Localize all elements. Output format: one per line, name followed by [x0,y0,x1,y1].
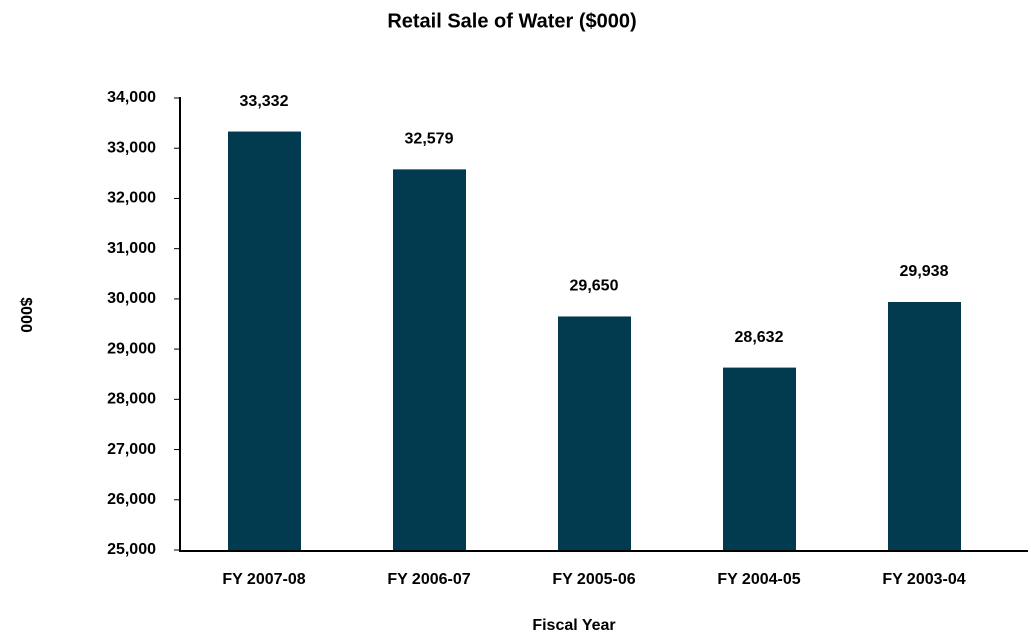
y-axis-title: $000 [17,297,34,333]
x-tick-label: FY 2006-07 [387,571,470,588]
value-label: 32,579 [405,131,454,148]
value-label: 29,938 [900,263,949,280]
x-axis-title: Fiscal Year [532,617,615,634]
bar [723,367,796,550]
y-tick-label: 29,000 [107,340,156,357]
chart-title: Retail Sale of Water ($000) [387,10,636,32]
y-tick-label: 28,000 [107,391,156,408]
bar [393,169,466,550]
x-tick-label: FY 2007-08 [222,571,305,588]
y-tick-label: 27,000 [107,441,156,458]
y-tick-label: 34,000 [107,89,156,106]
y-tick-label: 33,000 [107,139,156,156]
bar [228,131,301,550]
y-tick-label: 31,000 [107,240,156,257]
y-tick-label: 25,000 [107,541,156,558]
y-tick-label: 32,000 [107,190,156,207]
value-label: 29,650 [570,278,619,295]
value-label: 28,632 [735,329,784,346]
bar [888,302,961,550]
bar [558,316,631,550]
x-tick-label: FY 2004-05 [717,571,800,588]
y-tick-label: 26,000 [107,491,156,508]
x-tick-label: FY 2005-06 [552,571,635,588]
x-tick-label: FY 2003-04 [882,571,965,588]
y-tick-label: 30,000 [107,290,156,307]
value-label: 33,332 [240,93,289,110]
